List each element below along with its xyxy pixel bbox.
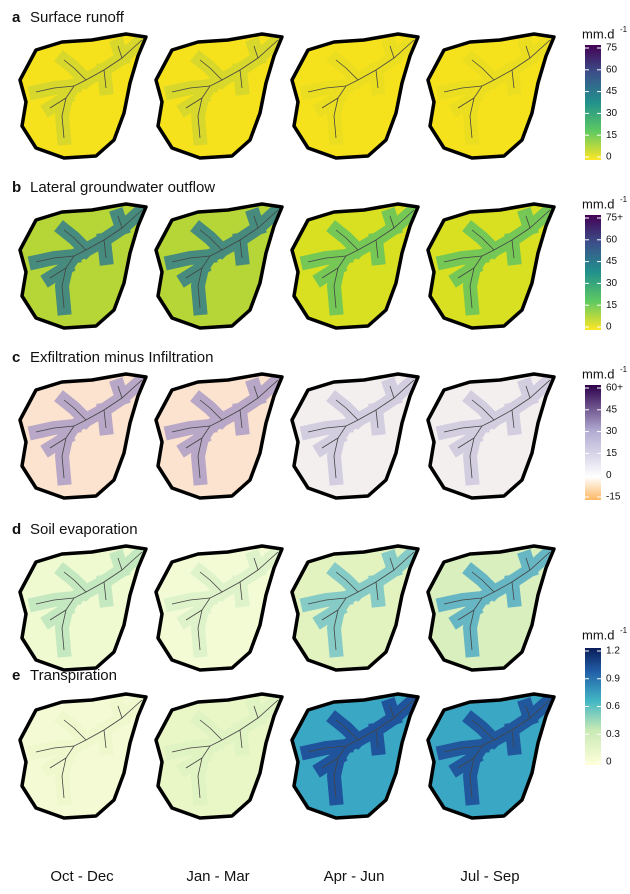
river	[307, 699, 415, 799]
river	[35, 379, 143, 479]
river	[443, 699, 551, 799]
catchment-map	[290, 692, 420, 820]
catchment-map	[426, 202, 556, 330]
river	[307, 551, 415, 651]
catchment-map	[426, 692, 556, 820]
colorbar-tick-label: 0	[606, 470, 612, 481]
catchment-map	[154, 202, 284, 330]
colorbar-unit-sup: -1	[620, 195, 628, 204]
colorbar-unit: mm.d	[582, 627, 615, 642]
catchment-map	[18, 544, 148, 672]
panel-letter: e	[12, 667, 20, 684]
colorbar-tick-label: -15	[606, 492, 621, 503]
colorbar	[585, 385, 601, 500]
river	[171, 699, 279, 799]
catchment-map	[154, 32, 284, 160]
panel-letter: d	[12, 521, 21, 538]
colorbar-tick-label: 0	[606, 322, 612, 333]
catchment-map	[18, 692, 148, 820]
column-label: Apr - Jun	[324, 868, 385, 885]
river	[35, 39, 143, 139]
colorbar-tick-label: 0	[606, 152, 612, 163]
river	[307, 209, 415, 309]
colorbar-tick-label: 0.6	[606, 701, 620, 712]
panel-title: Soil evaporation	[30, 521, 138, 538]
catchment-map	[426, 32, 556, 160]
colorbar-unit: mm.d	[582, 26, 615, 41]
colorbar	[585, 648, 601, 765]
colorbar-tick-label: 0	[606, 757, 612, 768]
colorbar-tick-label: 30	[606, 108, 618, 119]
colorbar-tick-label: 15	[606, 448, 618, 459]
colorbar-tick-label: 75+	[606, 213, 623, 224]
river	[443, 379, 551, 479]
river	[443, 209, 551, 309]
colorbar-tick-label: 60	[606, 64, 618, 75]
colorbar-tick-label: 1.2	[606, 646, 620, 657]
column-label: Jul - Sep	[460, 868, 519, 885]
river	[171, 209, 279, 309]
colorbar-tick-label: 60	[606, 234, 618, 245]
catchment-map	[154, 544, 284, 672]
river	[171, 379, 279, 479]
colorbar	[585, 215, 601, 330]
colorbar-tick-label: 0.3	[606, 729, 620, 740]
catchment-map	[154, 372, 284, 500]
catchment-map	[154, 692, 284, 820]
panel-title: Lateral groundwater outflow	[30, 179, 215, 196]
colorbar-tick-label: 45	[606, 256, 618, 267]
panel-letter: a	[12, 9, 21, 26]
colorbar-tick-label: 75	[606, 43, 618, 54]
catchment-map	[290, 544, 420, 672]
panel-title: Surface runoff	[30, 9, 125, 26]
catchment-map	[290, 202, 420, 330]
river	[35, 699, 143, 799]
panel-title: Transpiration	[30, 667, 117, 684]
colorbar-unit: mm.d	[582, 366, 615, 381]
river	[443, 551, 551, 651]
colorbar-unit-sup: -1	[620, 25, 628, 34]
river	[171, 551, 279, 651]
panel-letter: b	[12, 179, 21, 196]
colorbar-tick-label: 60+	[606, 383, 623, 394]
catchment-map	[18, 32, 148, 160]
colorbar-tick-label: 45	[606, 404, 618, 415]
column-label: Jan - Mar	[186, 868, 249, 885]
catchment-map	[290, 32, 420, 160]
river	[35, 209, 143, 309]
river	[443, 39, 551, 139]
colorbar-unit-sup: -1	[620, 365, 628, 374]
river	[307, 379, 415, 479]
colorbar-tick-label: 15	[606, 130, 618, 141]
colorbar	[585, 45, 601, 160]
river	[171, 39, 279, 139]
panel-title: Exfiltration minus Infiltration	[30, 349, 213, 366]
catchment-map	[426, 544, 556, 672]
colorbar-tick-label: 15	[606, 300, 618, 311]
river	[35, 551, 143, 651]
river	[307, 39, 415, 139]
catchment-map	[18, 372, 148, 500]
catchment-map	[290, 372, 420, 500]
colorbar-tick-label: 0.9	[606, 673, 620, 684]
column-label: Oct - Dec	[50, 868, 114, 885]
colorbar-unit-sup: -1	[620, 626, 628, 635]
colorbar-tick-label: 30	[606, 278, 618, 289]
colorbar-tick-label: 30	[606, 426, 618, 437]
panel-letter: c	[12, 349, 20, 366]
catchment-map	[426, 372, 556, 500]
colorbar-unit: mm.d	[582, 196, 615, 211]
colorbar-tick-label: 45	[606, 86, 618, 97]
catchment-map	[18, 202, 148, 330]
